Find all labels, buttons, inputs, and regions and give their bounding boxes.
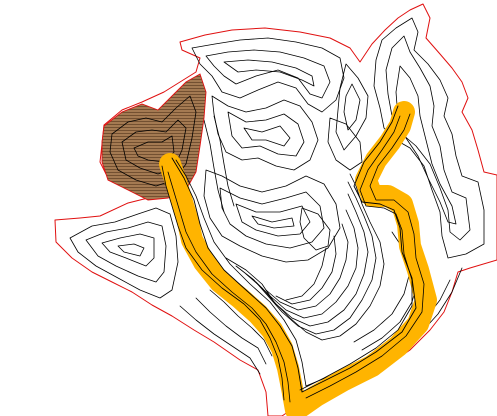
contour-line bbox=[285, 247, 327, 301]
contour-line bbox=[235, 203, 311, 237]
contour-line bbox=[219, 187, 325, 249]
route-contour bbox=[161, 165, 285, 401]
route-contour bbox=[299, 115, 413, 391]
zone-contour bbox=[121, 119, 187, 175]
route-contour bbox=[305, 113, 425, 399]
contour-line bbox=[275, 235, 337, 305]
route-contour bbox=[175, 159, 307, 387]
contour-line bbox=[69, 207, 179, 299]
contour-line bbox=[195, 297, 267, 365]
contour-line bbox=[243, 125, 291, 147]
route-band-fill bbox=[159, 101, 437, 416]
contour-line bbox=[203, 119, 225, 213]
contour-line bbox=[227, 111, 305, 157]
contour-line bbox=[335, 63, 369, 151]
contour-line bbox=[255, 209, 359, 319]
zone-contour bbox=[109, 95, 197, 187]
route-band-edge bbox=[171, 105, 417, 393]
contour-line bbox=[343, 83, 361, 131]
contour-line bbox=[205, 49, 331, 99]
contour-line bbox=[235, 181, 377, 335]
contour-line bbox=[245, 193, 369, 327]
contour-line bbox=[299, 207, 331, 251]
contour-line bbox=[191, 37, 345, 113]
contour-line bbox=[117, 243, 145, 257]
contour-line bbox=[85, 221, 167, 283]
hatched-zone bbox=[101, 73, 207, 201]
route-contour bbox=[167, 171, 291, 403]
contour-line bbox=[213, 115, 235, 207]
contour-line bbox=[251, 215, 295, 229]
contour-line bbox=[179, 305, 261, 375]
contour-line bbox=[101, 233, 155, 267]
contour-line bbox=[223, 59, 315, 87]
contour-line bbox=[327, 117, 363, 171]
contour-line bbox=[209, 289, 273, 357]
contour-line bbox=[265, 223, 349, 311]
highlighted-route bbox=[159, 101, 437, 416]
contour-line bbox=[211, 95, 319, 171]
zone-edge bbox=[101, 73, 207, 201]
zone-area bbox=[102, 74, 206, 200]
zone-contour bbox=[133, 135, 175, 163]
